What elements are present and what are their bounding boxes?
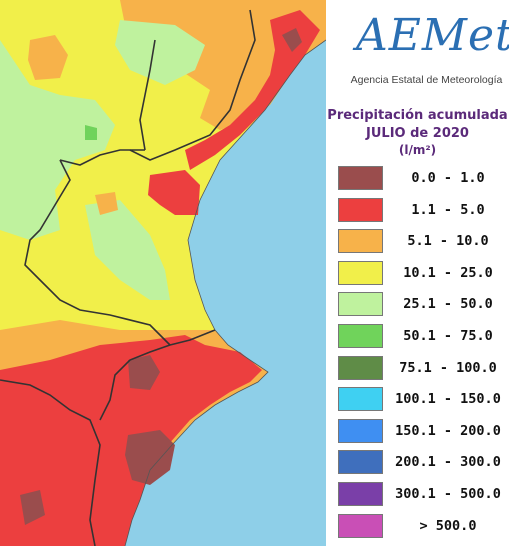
legend-swatch (338, 418, 383, 443)
legend-range-label: 1.1 - 5.0 (411, 201, 485, 218)
legend-swatch (338, 355, 383, 380)
zone-25-50-inner (85, 200, 170, 300)
border-2 (139, 39, 156, 151)
legend-range-label: 50.1 - 75.0 (403, 328, 493, 344)
legend-range-label: 200.1 - 300.0 (395, 454, 501, 471)
border-3 (59, 149, 145, 166)
border-6 (0, 379, 101, 546)
title-line-1: Precipitación acumulada (327, 108, 508, 123)
legend-item: 10.1 - 25.0 (338, 260, 508, 287)
logo-subtitle: Agencia Estatal de Meteorología (350, 74, 503, 86)
legend-swatch (338, 166, 383, 190)
title-line-2: JULIO de 2020 (366, 126, 469, 141)
coastline (124, 39, 326, 546)
legend-item: > 500.0 (338, 513, 508, 540)
zone-0-1-south-a (128, 355, 160, 390)
border-7 (99, 344, 171, 421)
legend-range-label: 0.0 - 1.0 (411, 170, 485, 186)
legend-range-label: 100.1 - 150.0 (395, 391, 501, 408)
legend-swatch (338, 513, 383, 538)
legend-item: 200.1 - 300.0 (338, 450, 508, 476)
legend-swatch (338, 229, 383, 254)
legend-item: 300.1 - 500.0 (338, 482, 508, 508)
zone-5-10-blob1 (28, 35, 68, 80)
border-1 (129, 9, 256, 161)
legend-range-label: 150.1 - 200.0 (395, 422, 501, 439)
legend-range-label: 300.1 - 500.0 (395, 486, 501, 502)
aemet-logo: AEMet Agencia Estatal de Meteorología (336, 6, 509, 96)
legend-item: 1.1 - 5.0 (338, 197, 508, 224)
legend-item: 5.1 - 10.0 (338, 229, 508, 255)
map-svg (0, 0, 326, 546)
legend-range-label: 5.1 - 10.0 (407, 233, 489, 250)
legend-swatch (338, 197, 383, 222)
legend-item: 0.0 - 1.0 (338, 166, 508, 192)
zone-1-5-center (148, 170, 200, 215)
legend-panel: AEMet Agencia Estatal de Meteorología Pr… (326, 0, 509, 546)
legend-item: 150.1 - 200.0 (338, 418, 508, 445)
border-4 (24, 159, 171, 346)
legend-range-label: 25.1 - 50.0 (403, 296, 493, 313)
legend-range-label: 75.1 - 100.0 (399, 359, 497, 376)
legend-swatch (338, 387, 383, 412)
legend-swatch (338, 482, 383, 506)
zone-0-1-north (282, 28, 302, 52)
legend-item: 25.1 - 50.0 (338, 292, 508, 318)
legend-range-label: > 500.0 (419, 517, 477, 534)
legend-range-label: 10.1 - 25.0 (403, 264, 493, 281)
zone-50-75 (85, 125, 97, 140)
legend-item: 100.1 - 150.0 (338, 387, 508, 413)
legend-item: 50.1 - 75.0 (338, 324, 508, 350)
legend-item: 75.1 - 100.0 (338, 355, 508, 382)
legend-swatch (338, 450, 383, 475)
zone-25-50-west (0, 40, 115, 240)
border-5 (169, 329, 216, 346)
legend-swatch (338, 292, 383, 317)
zone-0-1-south-b (125, 430, 175, 485)
title-units: (l/m²) (398, 143, 437, 157)
legend-swatch (338, 324, 383, 348)
legend-swatch (338, 260, 383, 285)
zone-1-5-north (185, 10, 320, 170)
zone-5-10-blob2 (95, 192, 118, 215)
zone-0-1-south-c (20, 490, 45, 525)
logo-wordmark: AEMet (356, 10, 509, 61)
zone-25-50-center (115, 20, 205, 85)
precipitation-map (0, 0, 326, 546)
borders (0, 9, 256, 546)
